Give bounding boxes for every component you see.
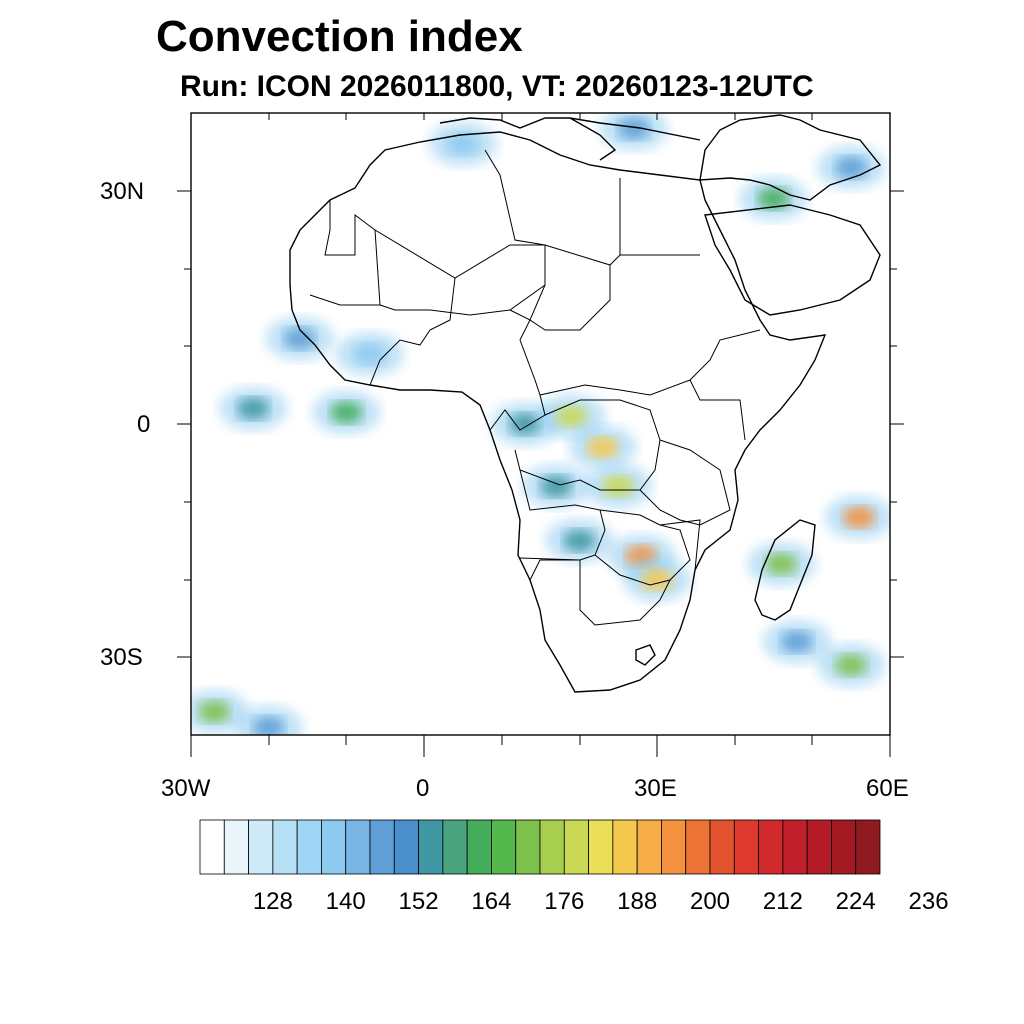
lat-label-30n: 30N xyxy=(100,178,145,205)
lon-label-0: 0 xyxy=(416,775,430,802)
convection-core xyxy=(283,327,316,350)
convection-core xyxy=(198,700,231,723)
convection-field xyxy=(191,113,890,735)
colorbar-swatch xyxy=(612,819,638,875)
colorbar-label: 224 xyxy=(835,888,876,915)
colorbar-swatch xyxy=(806,819,832,875)
colorbar-swatch xyxy=(539,819,565,875)
map-title: Convection index xyxy=(156,12,523,61)
colorbar-swatch xyxy=(272,819,298,875)
colorbar-swatch xyxy=(636,819,662,875)
country-borders xyxy=(309,149,761,626)
colorbar-label: 176 xyxy=(544,888,585,915)
colorbar-swatch xyxy=(491,819,517,875)
colorbar-swatch xyxy=(321,819,347,875)
colorbar-swatch xyxy=(758,819,784,875)
colorbar-swatch xyxy=(831,819,857,875)
colorbar-swatch xyxy=(345,819,371,875)
colorbar-swatch xyxy=(199,819,225,875)
convection-core xyxy=(586,436,619,459)
colorbar-swatch xyxy=(393,819,419,875)
colorbar-swatch xyxy=(563,819,589,875)
map-subtitle: Run: ICON 2026011800, VT: 20260123-12UTC xyxy=(180,70,814,103)
colorbar-label: 128 xyxy=(252,888,293,915)
colorbar xyxy=(199,819,881,875)
convection-core xyxy=(540,475,573,498)
convection-core xyxy=(780,630,813,653)
colorbar-swatch xyxy=(296,819,322,875)
convection-core xyxy=(237,397,270,420)
convection-core xyxy=(353,343,386,366)
convection-core xyxy=(252,716,285,735)
colorbar-swatch xyxy=(685,819,711,875)
colorbar-swatch xyxy=(223,819,249,875)
convection-core xyxy=(602,475,635,498)
convection-core xyxy=(757,187,790,210)
colorbar-swatch xyxy=(782,819,808,875)
lat-label-0: 0 xyxy=(137,411,151,438)
colorbar-label: 212 xyxy=(762,888,803,915)
convection-core xyxy=(555,405,588,428)
colorbar-swatch xyxy=(588,819,614,875)
convection-core xyxy=(617,117,650,140)
colorbar-label: 236 xyxy=(908,888,949,915)
colorbar-swatch xyxy=(418,819,444,875)
colorbar-swatch xyxy=(248,819,274,875)
colorbar-swatch xyxy=(442,819,468,875)
convection-core xyxy=(446,133,479,156)
convection-core xyxy=(563,529,596,552)
lon-label-60e: 60E xyxy=(866,775,909,802)
colorbar-label: 140 xyxy=(325,888,366,915)
colorbar-swatch xyxy=(709,819,735,875)
convection-core xyxy=(835,654,868,677)
convection-core xyxy=(842,506,875,529)
lon-label-30w: 30W xyxy=(161,775,211,802)
convection-core xyxy=(835,156,868,179)
colorbar-swatch xyxy=(661,819,687,875)
colorbar-label: 164 xyxy=(471,888,512,915)
colorbar-swatch xyxy=(466,819,492,875)
colorbar-label: 200 xyxy=(689,888,731,915)
convection-core xyxy=(765,552,798,575)
lon-label-30e: 30E xyxy=(634,775,677,802)
colorbar-swatch xyxy=(515,819,541,875)
convection-core xyxy=(508,413,541,435)
colorbar-swatch xyxy=(855,819,881,875)
colorbar-label: 188 xyxy=(617,888,658,915)
lat-label-30s: 30S xyxy=(100,644,143,671)
grid-ticks xyxy=(177,112,904,757)
convection-core xyxy=(641,568,673,591)
colorbar-swatch xyxy=(733,819,759,875)
coastlines xyxy=(289,114,882,693)
colorbar-swatch xyxy=(369,819,395,875)
convection-core xyxy=(330,401,363,424)
colorbar-label: 152 xyxy=(398,888,439,915)
